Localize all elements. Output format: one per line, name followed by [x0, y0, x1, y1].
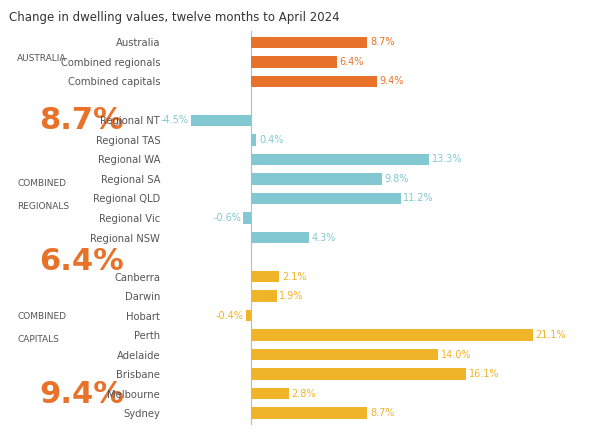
Text: 6.4%: 6.4%	[339, 57, 363, 67]
Bar	[246, 310, 251, 321]
Bar	[251, 75, 376, 87]
Text: -4.5%: -4.5%	[161, 116, 189, 125]
Bar	[243, 212, 251, 224]
Bar	[251, 193, 401, 205]
Text: 9.8%: 9.8%	[385, 174, 409, 184]
Text: 2.1%: 2.1%	[282, 272, 306, 282]
Text: 21.1%: 21.1%	[535, 330, 566, 340]
Bar	[191, 115, 251, 126]
Text: 8.7%: 8.7%	[370, 37, 395, 47]
Text: -0.4%: -0.4%	[216, 311, 243, 321]
Bar	[251, 232, 309, 244]
Bar	[251, 154, 429, 165]
Text: COMBINED: COMBINED	[17, 312, 66, 321]
Bar	[251, 388, 288, 399]
Text: 13.3%: 13.3%	[431, 155, 462, 164]
Text: 6.4%: 6.4%	[39, 247, 124, 276]
Text: Change in dwelling values, twelve months to April 2024: Change in dwelling values, twelve months…	[9, 11, 339, 24]
Bar	[251, 56, 337, 68]
Bar	[251, 349, 438, 360]
Bar	[251, 173, 382, 185]
Text: 11.2%: 11.2%	[404, 194, 434, 204]
Text: 0.4%: 0.4%	[259, 135, 284, 145]
Bar	[251, 368, 466, 380]
Text: COMBINED: COMBINED	[17, 179, 66, 188]
Text: CAPITALS: CAPITALS	[17, 336, 59, 344]
Bar	[251, 290, 277, 302]
Text: 16.1%: 16.1%	[469, 369, 499, 379]
Bar	[251, 36, 368, 48]
Text: 8.7%: 8.7%	[39, 106, 124, 135]
Text: REGIONALS: REGIONALS	[17, 202, 69, 211]
Text: 9.4%: 9.4%	[39, 380, 124, 409]
Bar	[251, 271, 279, 283]
Text: 9.4%: 9.4%	[379, 76, 404, 86]
Text: 8.7%: 8.7%	[370, 408, 395, 418]
Text: 14.0%: 14.0%	[441, 350, 471, 360]
Text: 1.9%: 1.9%	[279, 291, 304, 301]
Bar	[251, 407, 368, 419]
Bar	[251, 329, 533, 341]
Bar	[251, 134, 256, 146]
Text: -0.6%: -0.6%	[213, 213, 241, 223]
Text: AUSTRALIA: AUSTRALIA	[17, 54, 67, 63]
Text: 4.3%: 4.3%	[311, 233, 336, 243]
Text: 2.8%: 2.8%	[291, 389, 316, 399]
